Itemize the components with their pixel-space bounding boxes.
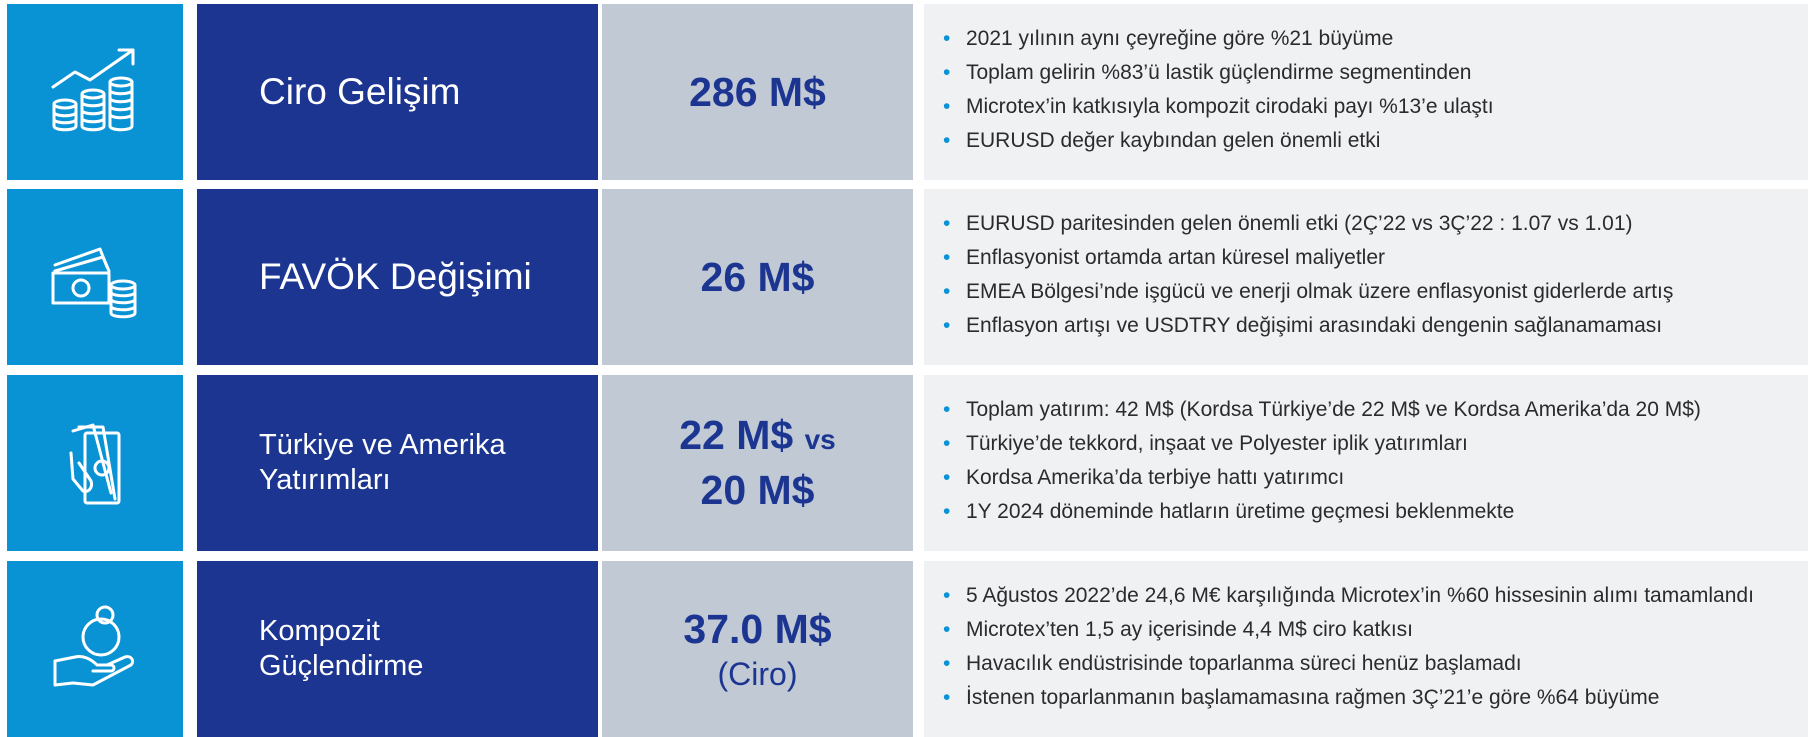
bullet-item: Enflasyon artışı ve USDTRY değişimi aras… bbox=[943, 311, 1788, 340]
title-line: FAVÖK Değişimi bbox=[259, 256, 532, 298]
title-line: Güçlendirme bbox=[259, 649, 424, 682]
row-value: 286 M$ bbox=[602, 3, 913, 180]
bullet-item: Enflasyonist ortamda artan küresel maliy… bbox=[943, 243, 1788, 272]
value: 26 M$ bbox=[700, 254, 815, 301]
bullet-item: Microtex’in katkısıyla kompozit cirodaki… bbox=[943, 92, 1788, 121]
bullet-list: Toplam yatırım: 42 M$ (Kordsa Türkiye’de… bbox=[924, 374, 1808, 551]
bullet-item: Kordsa Amerika’da terbiye hattı yatırımc… bbox=[943, 463, 1788, 492]
value-line: 286 M$ bbox=[689, 67, 826, 117]
value-suffix: vs bbox=[804, 424, 836, 456]
table-row: Ciro Gelişim 286 M$ 2021 yılının aynı çeyr… bbox=[0, 3, 1810, 180]
value: 37.0 M$ bbox=[683, 605, 832, 652]
row-title: Kompozit Güçlendirme bbox=[197, 560, 598, 737]
bullet-item: 2021 yılının aynı çeyreğine göre %21 büy… bbox=[943, 24, 1788, 53]
row-value: 26 M$ bbox=[602, 189, 913, 366]
bullet-item: 5 Ağustos 2022’de 24,6 M€ karşılığında M… bbox=[943, 581, 1788, 610]
row-value: 22 M$ vs 20 M$ bbox=[602, 374, 913, 551]
bullet-item: EMEA Bölgesi’nde işgücü ve enerji olmak … bbox=[943, 277, 1788, 306]
title-line: Ciro Gelişim bbox=[259, 70, 461, 112]
value-note: (Ciro) bbox=[717, 655, 798, 692]
row-title: Türkiye ve Amerika Yatırımları bbox=[197, 374, 598, 551]
bullet-item: 1Y 2024 döneminde hatların üretime geçme… bbox=[943, 497, 1788, 526]
row-icon bbox=[7, 560, 183, 737]
row-title: FAVÖK Değişimi bbox=[197, 189, 598, 366]
bullet-item: Toplam yatırım: 42 M$ (Kordsa Türkiye’de… bbox=[943, 395, 1788, 424]
bullet-item: EURUSD paritesinden gelen önemli etki (2… bbox=[943, 209, 1788, 238]
bullet-item: İstenen toparlanmanın başlamamasına rağm… bbox=[943, 683, 1788, 712]
value-line: 26 M$ bbox=[701, 252, 815, 302]
value: 22 M$ bbox=[679, 412, 794, 459]
row-icon bbox=[7, 189, 183, 366]
title-line: Kompozit bbox=[259, 614, 380, 647]
value-line: 37.0 M$ bbox=[683, 604, 831, 654]
title-line: Türkiye ve Amerika bbox=[259, 428, 506, 461]
bullet-item: EURUSD değer kaybından gelen önemli etki bbox=[943, 126, 1788, 155]
bullet-item: Havacılık endüstrisinde toparlanma sürec… bbox=[943, 649, 1788, 678]
title-line: Yatırımları bbox=[259, 463, 391, 496]
row-icon bbox=[7, 374, 183, 551]
bullet-item: Türkiye’de tekkord, inşaat ve Polyester … bbox=[943, 429, 1788, 458]
row-title: Ciro Gelişim bbox=[197, 3, 598, 180]
table-row: FAVÖK Değişimi 26 M$ EURUSD paritesinden g… bbox=[0, 189, 1810, 366]
value-line: 22 M$ vs bbox=[679, 410, 836, 465]
bullet-list: 2021 yılının aynı çeyreğine göre %21 büy… bbox=[924, 3, 1808, 180]
value: 286 M$ bbox=[689, 68, 826, 115]
value: 20 M$ bbox=[700, 467, 815, 514]
bullet-list: 5 Ağustos 2022’de 24,6 M€ karşılığında M… bbox=[924, 560, 1808, 737]
bullet-item: Microtex’ten 1,5 ay içerisinde 4,4 M$ ci… bbox=[943, 615, 1788, 644]
row-value: 37.0 M$ (Ciro) bbox=[602, 560, 913, 737]
table-row: Türkiye ve Amerika Yatırımları 22 M$ vs 20 … bbox=[0, 374, 1810, 551]
row-icon bbox=[7, 3, 183, 180]
bullet-list: EURUSD paritesinden gelen önemli etki (2… bbox=[924, 189, 1808, 366]
bullet-item: Toplam gelirin %83’ü lastik güçlendirme … bbox=[943, 58, 1788, 87]
